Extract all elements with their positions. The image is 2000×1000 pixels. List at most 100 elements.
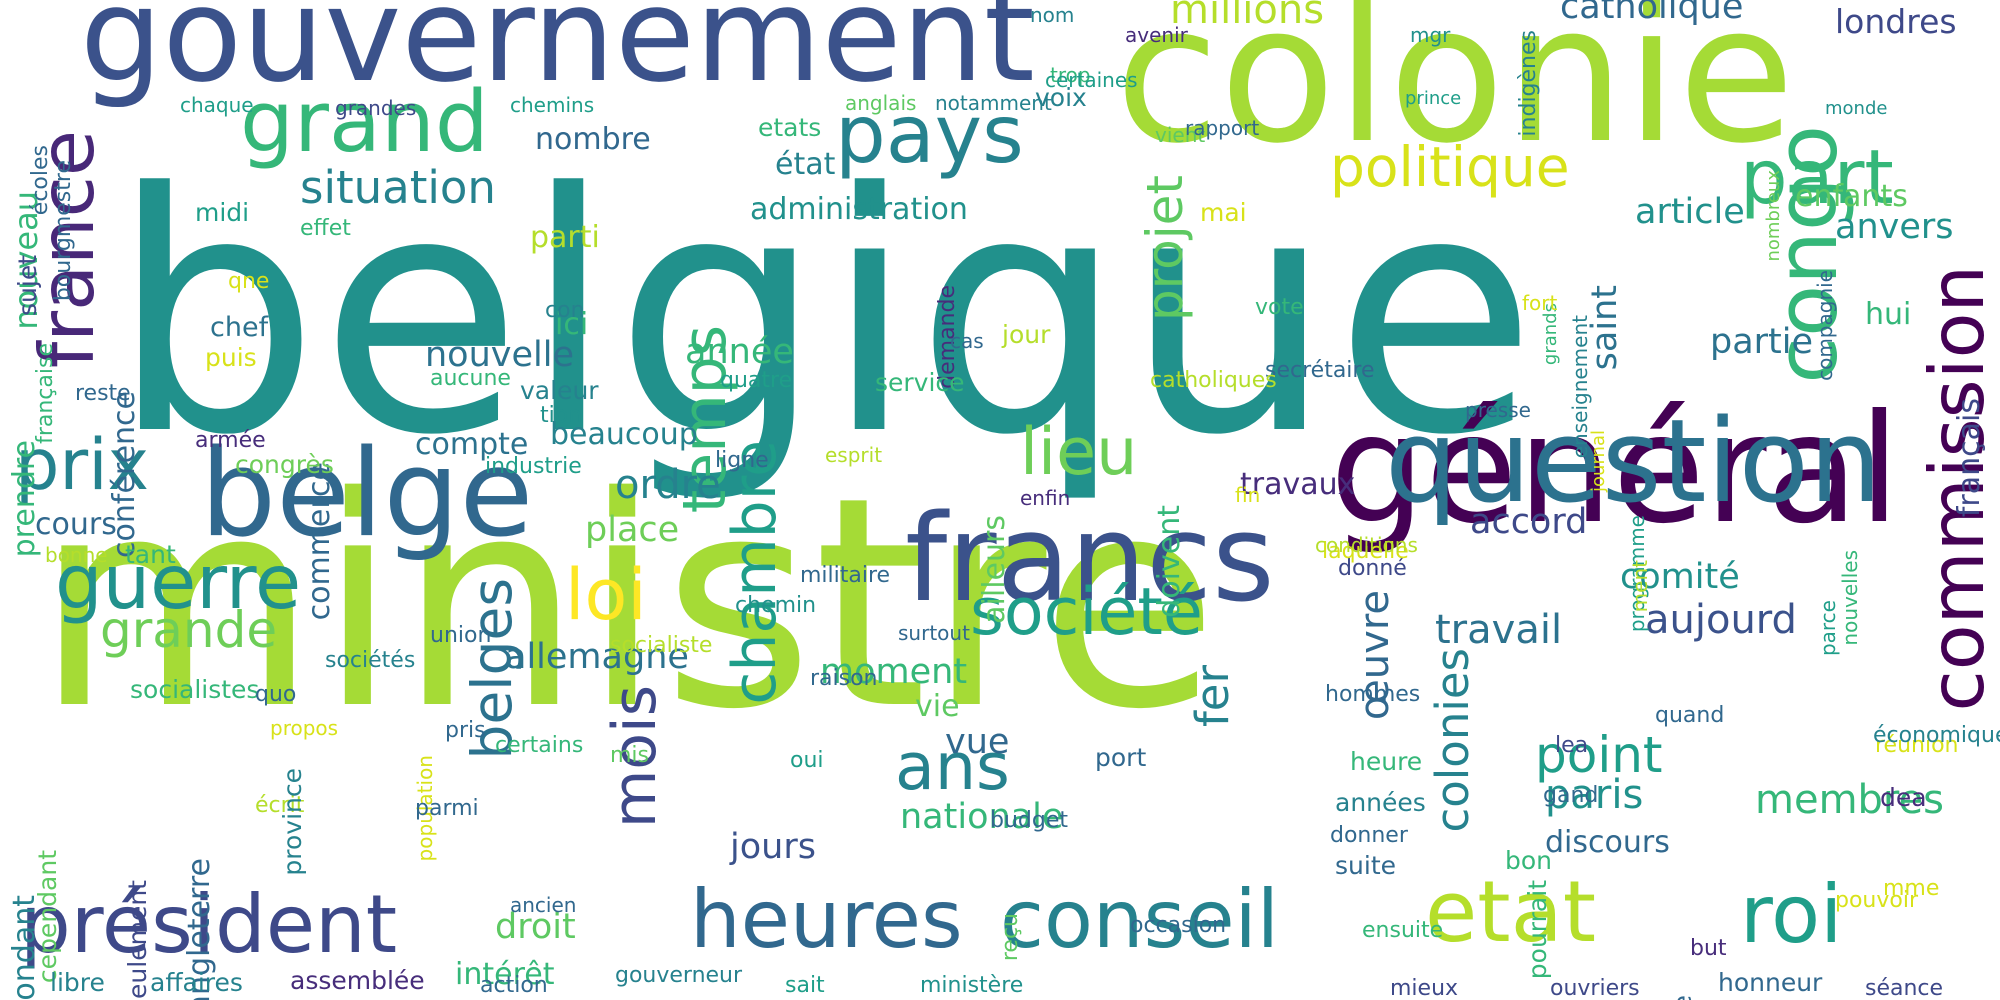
word: moment: [820, 652, 968, 692]
word: travail: [1435, 607, 1563, 653]
word: fin: [1235, 483, 1261, 507]
word: tion: [540, 403, 583, 428]
word: doivent: [1152, 505, 1187, 618]
word: belgique: [110, 123, 1537, 507]
word: mme: [1883, 876, 1940, 901]
word: qne: [228, 269, 270, 294]
word: gouvernement: [80, 0, 1035, 111]
word: secrétaire: [1265, 358, 1375, 383]
word: sait: [785, 973, 825, 998]
word: réunion: [1875, 733, 1959, 758]
word: libre: [50, 968, 105, 997]
word: société: [970, 575, 1203, 650]
word: loi: [565, 554, 647, 636]
word: grande: [100, 601, 278, 659]
word: millions: [1170, 0, 1325, 33]
word: pays: [835, 88, 1024, 181]
word: industrie: [485, 454, 582, 479]
word: quand: [1655, 703, 1725, 728]
word: militaire: [800, 563, 891, 588]
word: état: [775, 147, 836, 182]
word: mai: [1200, 198, 1247, 227]
word: enseignement: [1568, 315, 1592, 459]
word: roi: [1740, 868, 1843, 961]
word: budget: [990, 808, 1068, 833]
word: ouvriers: [1550, 976, 1640, 1000]
word: puis: [205, 343, 257, 372]
word: heure: [1350, 747, 1423, 776]
word: donner: [1330, 823, 1408, 848]
word: belge: [200, 425, 534, 564]
word: fer: [1186, 665, 1239, 728]
word: prince: [1405, 88, 1462, 109]
word: nombre: [535, 122, 651, 157]
word: politique: [1330, 135, 1570, 199]
word: action: [480, 973, 548, 998]
word: francs: [905, 490, 1275, 629]
word: voix: [1035, 83, 1087, 112]
word: chemin: [735, 593, 817, 618]
word: reste: [75, 381, 131, 406]
word: chaque: [180, 93, 254, 117]
word: situation: [300, 161, 496, 214]
word: avenir: [1125, 23, 1188, 47]
word: monde: [1825, 98, 1888, 119]
word: honneur: [1718, 968, 1823, 997]
word: sociétés: [325, 648, 416, 673]
word: paris: [1545, 772, 1644, 818]
word: ordre: [615, 462, 721, 508]
word: sujet: [13, 255, 42, 316]
word: donné: [1338, 556, 1407, 581]
word: chemins: [510, 93, 595, 117]
word: socialistes: [130, 675, 260, 704]
word: hui: [1865, 297, 1912, 332]
word: travaux: [1240, 467, 1356, 502]
word: assemblée: [290, 966, 425, 995]
word: dea: [1880, 783, 1927, 812]
word: ancien: [510, 893, 577, 917]
word: quo: [255, 682, 297, 707]
word: congrès: [235, 450, 334, 479]
word: jour: [1002, 320, 1051, 349]
word: gand: [1543, 783, 1599, 808]
word: projet: [1136, 175, 1194, 322]
word: colonie: [1115, 0, 1795, 185]
word: bon: [1505, 846, 1553, 875]
word: ici: [555, 307, 589, 342]
word: valeur: [520, 376, 599, 405]
word: etat: [1425, 863, 1597, 962]
word: heures: [690, 873, 963, 966]
word: ligne: [715, 448, 769, 473]
word: suite: [1335, 851, 1396, 880]
word: fort: [1522, 291, 1558, 315]
word: lieu: [1020, 415, 1138, 490]
word: point: [1535, 726, 1663, 784]
word: grandes: [335, 96, 417, 120]
word: parce: [1816, 600, 1840, 657]
word: gouverneur: [615, 963, 743, 988]
word: nationale: [900, 797, 1064, 837]
word: notamment: [935, 91, 1052, 115]
word: vue: [945, 722, 1010, 762]
word: propos: [270, 716, 339, 740]
word: anvers: [1835, 207, 1954, 247]
word: nom: [1030, 3, 1075, 27]
word: colonies: [1426, 648, 1479, 833]
word: effet: [300, 216, 351, 241]
word: commerce: [302, 462, 337, 621]
word: bonne: [45, 543, 108, 567]
word: guerre: [55, 538, 302, 626]
word: catholiques: [1150, 368, 1277, 393]
word: compte: [415, 427, 529, 462]
word: année: [685, 332, 794, 372]
word: enfants: [1795, 179, 1908, 214]
word: conseil: [1000, 873, 1279, 966]
word: ministre: [35, 436, 1219, 773]
word: occasion: [1130, 913, 1227, 938]
word: certaines: [1045, 68, 1138, 92]
word: service: [875, 368, 965, 397]
word: quatre: [720, 368, 793, 393]
word: affaires: [150, 968, 243, 997]
word: indigènes: [1516, 30, 1541, 137]
word: comité: [1620, 557, 1740, 597]
